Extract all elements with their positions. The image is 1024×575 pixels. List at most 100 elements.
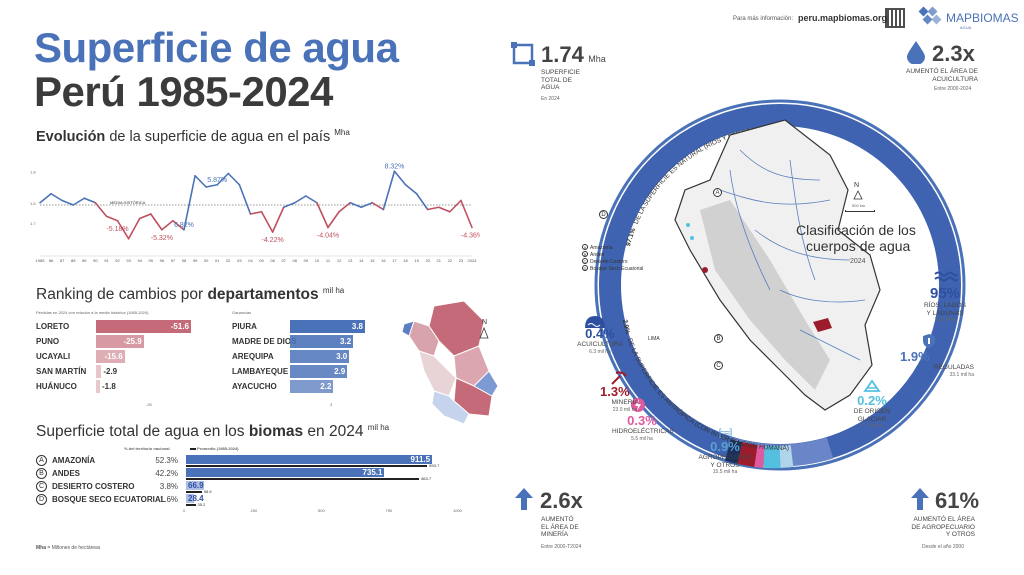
- pickaxe-icon: [611, 371, 627, 385]
- classification-ring: 97.1% DE LA SUPERFICIE ES NATURAL (RÍOS …: [594, 99, 966, 471]
- series-segment: [282, 201, 296, 209]
- cat-rivers-area: 1.65 Mha: [934, 317, 956, 323]
- series-segment: [382, 170, 396, 211]
- cat-regulated-pct: 1.9%: [900, 349, 930, 364]
- series-segment: [172, 219, 185, 231]
- data-annotation: 6.82%: [174, 222, 194, 229]
- biomes-list: A AMAZONÍA 52.3% 911.5 893.7 B ANDES 42.2% 735.1…: [36, 455, 476, 520]
- x-tick-label: 04: [248, 258, 253, 263]
- mapbiomas-logo[interactable]: MAPBIOMAS AGUA: [916, 6, 1019, 32]
- biome-bar: [186, 481, 205, 490]
- series-segment: [61, 199, 75, 206]
- biomes-unit: mil ha: [367, 423, 390, 432]
- area-icon: [511, 42, 535, 66]
- gain-value: 2.9: [334, 367, 346, 376]
- cat-hydro-area: 5.5 mil ha: [631, 435, 653, 442]
- media-label: MEDIA HISTÓRICA: [110, 200, 146, 205]
- series-segment: [293, 195, 307, 204]
- legend-label: Andes: [590, 252, 605, 258]
- x-tick-label: 94: [137, 258, 142, 263]
- data-annotation: -4.36%: [461, 233, 480, 240]
- gain-row: MADRE DE DIOS 3.2: [232, 335, 392, 348]
- series-segment: [194, 174, 207, 188]
- series-segment: [127, 217, 141, 240]
- x-tick-label: 06: [270, 258, 275, 263]
- cat-rivers-pct: 95%: [929, 285, 961, 302]
- series-segment: [349, 201, 363, 209]
- x-tick-label: 96: [160, 258, 165, 263]
- cat-aqua-pct: 0.4%: [585, 326, 615, 341]
- x-tick-label: 22: [448, 258, 453, 263]
- biome-letter-badge: C: [36, 481, 47, 492]
- biome-value: 66.9: [188, 481, 204, 490]
- map-lima-label: LIMA: [648, 336, 660, 342]
- loss-row: UCAYALI -15.6: [36, 350, 226, 363]
- map-legend-item: D Bosque Seco Ecuatorial: [582, 265, 643, 272]
- gain-bar: [290, 380, 334, 393]
- cat-agro-area: 15.5 mil ha: [712, 469, 738, 475]
- cat-glacier: 0.2% DE ORIGEN GLACIAR 2.7 mil ha: [842, 393, 902, 429]
- biome-avg-line: [186, 465, 428, 467]
- y-tick-label: 1.7: [30, 221, 36, 226]
- ranking-title-rest: Ranking de cambios por: [36, 286, 208, 304]
- x-tick-label: 88: [71, 258, 76, 263]
- cat-aqua-name: ACUICULTURA: [577, 341, 623, 348]
- cat-agro-name1: AGROPECUARIO: [698, 454, 752, 461]
- gain-label: MADRE DE DIOS: [232, 337, 297, 346]
- series-segment: [271, 206, 285, 233]
- gain-bar: [290, 335, 354, 348]
- loss-value: -51.6: [170, 322, 189, 331]
- y-tick-label: 1.6: [30, 201, 36, 206]
- avg-header: Promedio (1985-2024): [190, 446, 238, 451]
- cat-hydro-name: HIDROELÉCTRICAS: [612, 428, 674, 435]
- cat-mining-pct: 1.3%: [600, 384, 630, 399]
- biome-name: BOSQUE SECO ECUATORIAL: [52, 495, 166, 504]
- gain-row: LAMBAYEQUE 2.9: [232, 365, 392, 378]
- cat-agro: [≈≈] 0.9% AGROPECUARIO Y OTROS 15.5 mil …: [690, 428, 760, 475]
- loss-label: PUNO: [36, 337, 60, 346]
- gain-row: PIURA 3.8: [232, 320, 392, 333]
- loss-row: LORETO -51.6: [36, 320, 226, 333]
- biome-bar: [186, 455, 433, 464]
- cat-regulated-area: 33.1 mil ha: [949, 371, 974, 378]
- biome-row: A AMAZONÍA 52.3% 911.5 893.7: [36, 455, 476, 468]
- loss-label: UCAYALI: [36, 352, 71, 361]
- biome-avg-line: [186, 478, 420, 480]
- gain-bar: [290, 320, 365, 333]
- gain-label: LAMBAYEQUE: [232, 367, 289, 376]
- stat-mineria-note: Entre 2000-T2024: [541, 544, 582, 550]
- losses-label: Pérdidas en 2024 con relación a la media…: [36, 310, 149, 315]
- map-north-label: N: [854, 182, 860, 189]
- stat-total-desc-1: SUPERFICIE: [541, 69, 581, 76]
- series-segment: [316, 201, 329, 229]
- x-tick-label: 20: [425, 258, 430, 263]
- gain-bar: [290, 365, 348, 378]
- gain-value: 3.8: [351, 322, 363, 331]
- map-central: [418, 350, 457, 397]
- x-tick-label: 86: [49, 258, 54, 263]
- cat-regulated-name: REGULADAS: [933, 364, 974, 371]
- x-tick-label: 87: [60, 258, 65, 263]
- biome-value: 28.4: [188, 494, 204, 503]
- gain-label: AREQUIPA: [232, 352, 274, 361]
- info-link[interactable]: peru.mapbiomas.org: [798, 13, 888, 23]
- biome-letter-badge: D: [36, 494, 47, 505]
- evolution-title-rest: de la superficie de agua en el país: [105, 128, 331, 145]
- avg-header-text: Promedio (1985-2024): [197, 446, 239, 451]
- andes-region: [700, 200, 830, 390]
- cat-hydro: 0.3% HIDROELÉCTRICAS 5.5 mil ha: [612, 413, 674, 442]
- losses-axis: -25: [146, 402, 152, 407]
- map-legend-item: C Desierto Costero: [582, 258, 628, 265]
- x-tick-label: 09: [304, 258, 309, 263]
- x-tick-label: 12: [337, 258, 342, 263]
- gains-axis: 3: [330, 402, 333, 407]
- series-segment: [238, 183, 252, 215]
- loss-bar: [96, 335, 144, 348]
- biome-letter-badge: B: [36, 468, 47, 479]
- stat-mineria-desc-2: EL ÁREA DE: [541, 523, 579, 531]
- stat-total-unit: Mha: [588, 54, 606, 64]
- gain-row: AREQUIPA 3.0: [232, 350, 392, 363]
- map-north: N: [854, 182, 859, 189]
- series-segment: [426, 206, 440, 211]
- series-segment: [415, 192, 429, 211]
